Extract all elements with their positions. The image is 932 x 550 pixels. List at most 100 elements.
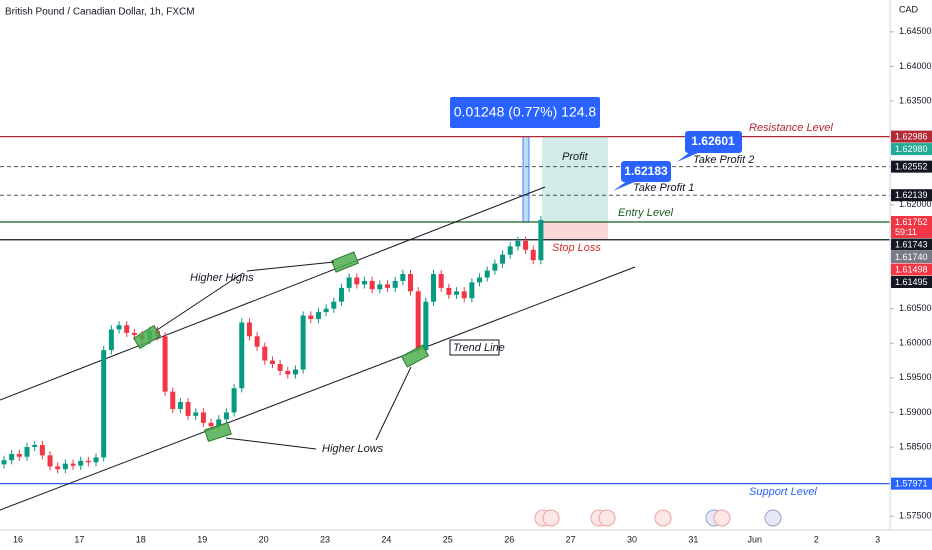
touch-marker xyxy=(132,324,162,350)
candle-body xyxy=(239,322,245,389)
annotation: Support Level xyxy=(749,486,817,498)
candle-body xyxy=(108,329,114,351)
candle-body xyxy=(177,402,183,409)
candle-body xyxy=(200,412,206,423)
candle-body xyxy=(469,282,475,299)
x-tick-label: 16 xyxy=(13,534,23,544)
callout-label: 1.62601 xyxy=(691,134,735,148)
measure-range xyxy=(522,136,530,223)
candle-body xyxy=(16,453,22,457)
stop-zone xyxy=(542,221,608,240)
measure-label: 0.01248 (0.77%) 124.8 xyxy=(454,104,597,120)
candle-body xyxy=(254,336,260,347)
candle-body xyxy=(47,455,53,467)
pointer-line xyxy=(246,261,335,272)
y-axis: 1.64500 1.64000 1.63500 1.62000 1.60500 1.600… xyxy=(890,26,932,521)
callout-tail xyxy=(677,152,700,162)
event-icon xyxy=(542,509,560,527)
price-tag-label: 1.62986 xyxy=(895,131,928,141)
candle-body xyxy=(431,274,437,302)
annotation: Take Profit 1 xyxy=(633,182,694,194)
annotation-box xyxy=(449,339,500,356)
candle-body xyxy=(515,240,521,247)
y-tick-label: 1.58500 xyxy=(899,441,932,451)
price-tag-label: 1.61495 xyxy=(895,277,928,287)
touch-marker xyxy=(330,251,360,273)
candle-body xyxy=(78,460,84,466)
callout-label: 1.62183 xyxy=(624,164,668,178)
event-icon xyxy=(654,509,672,527)
candle-body xyxy=(408,274,414,292)
candle-body xyxy=(446,287,452,295)
candle-body xyxy=(385,284,390,288)
measure-box xyxy=(450,97,600,128)
candle-body xyxy=(39,444,45,456)
price-tag-label: 1.61740 xyxy=(895,252,928,262)
touch-marker xyxy=(204,421,232,443)
annotation: Stop Loss xyxy=(552,242,601,254)
y-tick-label: 1.64000 xyxy=(899,61,932,71)
candle-body xyxy=(93,457,99,463)
candle-body xyxy=(538,220,544,261)
x-tick-label: 26 xyxy=(504,534,514,544)
annotation: Higher Highs xyxy=(190,272,254,284)
candle-body xyxy=(9,453,15,461)
candle-body xyxy=(477,277,483,283)
candle-body xyxy=(262,346,268,361)
candle-body xyxy=(55,466,61,470)
event-icon xyxy=(598,509,616,527)
candle-body xyxy=(24,447,30,457)
candle-body xyxy=(162,336,168,392)
callout-box xyxy=(685,131,742,153)
candle-body xyxy=(246,322,252,337)
x-tick-label: 24 xyxy=(381,534,391,544)
y-tick-label: 1.60500 xyxy=(899,303,932,313)
pointer-line xyxy=(156,272,244,331)
pointer-line xyxy=(225,437,317,450)
y-tick-label: 1.64500 xyxy=(899,26,932,36)
event-icon xyxy=(764,509,782,527)
candle-body xyxy=(131,332,137,335)
y-tick-label: 1.62000 xyxy=(899,199,932,209)
price-tag xyxy=(891,238,932,251)
x-tick-label: 18 xyxy=(136,534,146,544)
price-tag xyxy=(891,263,932,276)
candle-body xyxy=(101,350,107,458)
candle-body xyxy=(392,280,398,288)
y-tick-label: 1.60000 xyxy=(899,338,932,348)
candle-body xyxy=(208,422,214,427)
channel-lower xyxy=(0,266,636,511)
candle-body xyxy=(423,301,429,351)
y-tick-label: 1.57500 xyxy=(899,511,932,521)
candle-body xyxy=(361,280,367,285)
price-tag-label: 1.62980 xyxy=(895,144,928,154)
price-tag-label: 1.62139 xyxy=(895,190,928,200)
y-tick-label: 1.63500 xyxy=(899,95,932,105)
price-tag-label: 1.61743 xyxy=(895,239,928,249)
annotation: Resistance Level xyxy=(749,122,833,134)
candle-body xyxy=(507,246,513,255)
x-tick-label: 3 xyxy=(875,534,880,544)
x-axis: 16 17 18 19 20 23 24 25 26 27 30 31 Jun 2 3 xyxy=(13,534,880,544)
candle-body xyxy=(461,291,467,299)
price-tag-label: 1.57971 xyxy=(895,479,928,489)
candle-body xyxy=(484,270,490,278)
x-tick-label: 17 xyxy=(74,534,84,544)
annotation: Higher Lows xyxy=(322,443,384,455)
pointer-line xyxy=(375,366,412,441)
price-tag xyxy=(891,215,932,238)
callout-tail xyxy=(613,181,637,191)
candle-body xyxy=(170,391,176,409)
candle-body xyxy=(315,312,321,320)
candle-body xyxy=(269,360,275,364)
price-tag-label: 1.62552 xyxy=(895,162,928,172)
candle-body xyxy=(454,291,460,295)
price-tag-label: 1.61498 xyxy=(895,264,928,274)
candle-body xyxy=(530,249,536,261)
price-tag-countdown: 59:11 xyxy=(895,227,917,237)
y-tick-label: 1.59000 xyxy=(899,407,932,417)
y-tick-label: 1.59500 xyxy=(899,372,932,382)
candle-body xyxy=(285,370,291,375)
